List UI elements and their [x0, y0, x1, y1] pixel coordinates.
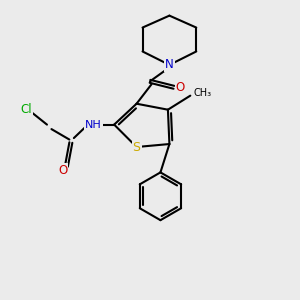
Text: Cl: Cl	[20, 103, 32, 116]
Text: CH₃: CH₃	[194, 88, 212, 98]
Text: O: O	[176, 81, 185, 94]
Text: NH: NH	[85, 120, 102, 130]
Text: S: S	[133, 140, 141, 154]
Text: O: O	[58, 164, 68, 177]
Text: N: N	[165, 58, 174, 71]
